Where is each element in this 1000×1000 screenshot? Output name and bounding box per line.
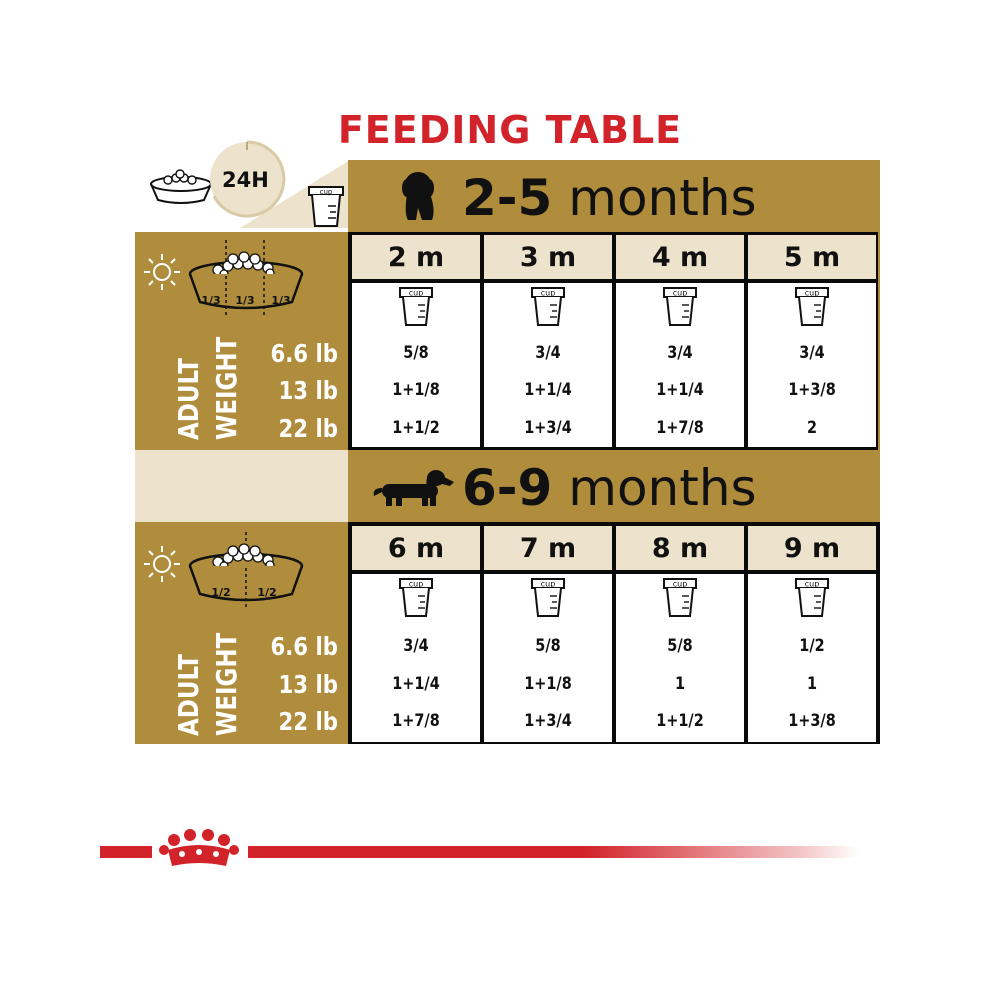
section-1-title: 2-5 months (462, 173, 757, 223)
svg-text:cup: cup (541, 289, 556, 298)
footer-line-right (248, 846, 860, 858)
feeding-value: 1+3/4 (524, 711, 572, 731)
dachshund-icon (373, 470, 454, 506)
cup-icon-label: cup (320, 188, 333, 196)
bowl-icon (150, 169, 212, 204)
section-1-col-3: cup 3/4 1+1/4 1+7/8 (616, 283, 744, 447)
cup-icon: cup (308, 186, 344, 227)
section-1-right-edge (878, 232, 880, 450)
bowl-split-thirds-icon (188, 240, 304, 316)
section-2-col-head-2: 7 m (484, 526, 612, 570)
section-2-col-3: cup 5/8 1 1+1/2 (616, 574, 744, 742)
feeding-value: 2 (806, 418, 818, 438)
feeding-value: 1+1/2 (656, 711, 704, 731)
feeding-value: 1+1/8 (524, 674, 572, 694)
feeding-value: 1+7/8 (656, 418, 704, 438)
section-2-col-4: cup 1/2 1 1+3/8 (748, 574, 876, 742)
feeding-value: 5/8 (403, 343, 429, 363)
sun-icon (144, 254, 180, 290)
feeding-value: 1+1/4 (392, 674, 440, 694)
feeding-value: 5/8 (667, 636, 693, 656)
axis-label-adult: ADULT (172, 358, 205, 440)
section-2-title: 6-9 months (462, 463, 757, 513)
feeding-value: 1+3/8 (788, 380, 836, 400)
feeding-value: 1+1/4 (524, 380, 572, 400)
cup-icon: cup (795, 287, 829, 326)
section-2-left-band (135, 450, 348, 522)
cup-icon: cup (663, 578, 697, 617)
weight-label: 13 lb (278, 670, 338, 699)
split-label: 1/3 (201, 294, 221, 307)
section-1-header-bar (348, 160, 880, 232)
svg-text:cup: cup (673, 580, 688, 589)
weight-label: 22 lb (278, 414, 338, 443)
section-1-col-head-3: 4 m (616, 235, 744, 279)
axis-label-adult: ADULT (172, 654, 205, 736)
feeding-value: 5/8 (535, 636, 561, 656)
clock-label: 24H (222, 168, 269, 192)
section-2-title-range: 6-9 (462, 459, 553, 517)
section-2-header-bar (348, 450, 880, 522)
bowl-split-halves-icon (188, 532, 304, 608)
cup-icon: cup (399, 578, 433, 617)
moon-icon (318, 254, 332, 282)
feeding-value: 1+3/8 (788, 711, 836, 731)
section-1-col-2: cup 3/4 1+1/4 1+3/4 (484, 283, 612, 447)
feeding-value: 1/2 (799, 636, 825, 656)
svg-text:cup: cup (541, 580, 556, 589)
feeding-value: 3/4 (799, 343, 825, 363)
feeding-value: 1 (674, 674, 686, 694)
cup-icon: cup (531, 287, 565, 326)
feeding-value: 3/4 (403, 636, 429, 656)
feeding-value: 1+1/8 (392, 380, 440, 400)
cup-icon: cup (795, 578, 829, 617)
section-1-title-unit: months (552, 169, 757, 227)
weight-label: 13 lb (278, 376, 338, 405)
section-2-col-1: cup 3/4 1+1/4 1+7/8 (352, 574, 480, 742)
section-1-title-range: 2-5 (462, 169, 553, 227)
section-1-col-head-2: 3 m (484, 235, 612, 279)
section-1-col-head-1: 2 m (352, 235, 480, 279)
section-1-col-4: cup 3/4 1+3/8 2 (748, 283, 876, 447)
section-2-col-2: cup 5/8 1+1/8 1+3/4 (484, 574, 612, 742)
split-label: 1/2 (211, 586, 231, 599)
feeding-value: 1+7/8 (392, 711, 440, 731)
split-label: 1/3 (235, 294, 255, 307)
moon-icon (318, 546, 332, 574)
section-1-col-head-4: 5 m (748, 235, 876, 279)
section-1-col-1: cup 5/8 1+1/8 1+1/2 (352, 283, 480, 447)
cup-icon: cup (531, 578, 565, 617)
cup-icon: cup (663, 287, 697, 326)
svg-text:cup: cup (673, 289, 688, 298)
feeding-value: 1+1/2 (392, 418, 440, 438)
weight-label: 6.6 lb (270, 339, 338, 368)
section-2-col-head-1: 6 m (352, 526, 480, 570)
puppy-icon (402, 172, 434, 220)
clock-icon (210, 140, 286, 218)
svg-text:cup: cup (409, 580, 424, 589)
footer-line-left (100, 846, 152, 858)
weight-label: 6.6 lb (270, 632, 338, 661)
svg-text:cup: cup (805, 289, 820, 298)
section-2-col-head-4: 9 m (748, 526, 876, 570)
cup-icon: cup (399, 287, 433, 326)
section-2-title-unit: months (552, 459, 757, 517)
feeding-value: 1+1/4 (656, 380, 704, 400)
page-title: FEEDING TABLE (337, 108, 683, 152)
svg-text:cup: cup (409, 289, 424, 298)
feeding-value: 3/4 (535, 343, 561, 363)
sun-icon (144, 546, 180, 582)
split-label: 1/3 (271, 294, 291, 307)
crown-logo-icon (159, 829, 239, 866)
feeding-value: 3/4 (667, 343, 693, 363)
svg-text:cup: cup (805, 580, 820, 589)
weight-label: 22 lb (278, 707, 338, 736)
section-2-col-head-3: 8 m (616, 526, 744, 570)
feeding-value: 1+3/4 (524, 418, 572, 438)
feeding-value: 1 (806, 674, 818, 694)
split-label: 1/2 (257, 586, 277, 599)
